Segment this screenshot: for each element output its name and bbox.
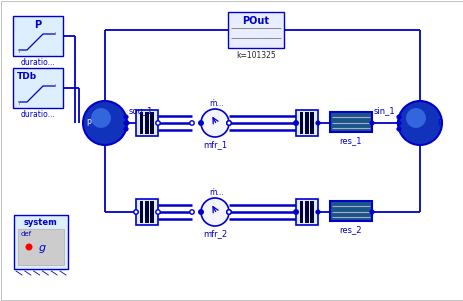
Text: p: p bbox=[436, 116, 441, 126]
Circle shape bbox=[293, 121, 298, 125]
Text: P: P bbox=[34, 20, 42, 30]
Bar bbox=[136, 199, 158, 225]
Circle shape bbox=[396, 115, 400, 119]
Text: ṁ...: ṁ... bbox=[209, 99, 224, 108]
Circle shape bbox=[369, 210, 373, 214]
Bar bbox=[295, 199, 317, 225]
Circle shape bbox=[226, 121, 231, 125]
Circle shape bbox=[226, 121, 231, 125]
Bar bbox=[310, 112, 313, 134]
Ellipse shape bbox=[397, 101, 441, 145]
Text: mfr_1: mfr_1 bbox=[202, 140, 226, 149]
Circle shape bbox=[133, 210, 138, 214]
Circle shape bbox=[369, 121, 373, 125]
Circle shape bbox=[189, 210, 194, 214]
Bar bbox=[140, 201, 143, 223]
Bar bbox=[295, 110, 317, 136]
Bar bbox=[329, 201, 371, 221]
Bar bbox=[145, 112, 149, 134]
Circle shape bbox=[124, 121, 128, 125]
Bar bbox=[150, 112, 154, 134]
Bar bbox=[300, 201, 303, 223]
Circle shape bbox=[293, 210, 298, 214]
Circle shape bbox=[226, 121, 231, 125]
Bar bbox=[305, 201, 308, 223]
Text: POut: POut bbox=[242, 16, 269, 26]
Bar bbox=[145, 201, 149, 223]
Bar bbox=[13, 68, 63, 108]
Bar bbox=[150, 201, 154, 223]
Circle shape bbox=[293, 210, 298, 214]
Circle shape bbox=[198, 210, 203, 214]
Circle shape bbox=[198, 121, 203, 125]
Text: sou_1: sou_1 bbox=[129, 107, 153, 116]
Circle shape bbox=[200, 198, 229, 226]
Circle shape bbox=[226, 210, 231, 214]
Text: TDb: TDb bbox=[17, 72, 37, 81]
Circle shape bbox=[293, 121, 298, 125]
Text: p: p bbox=[86, 116, 91, 126]
Circle shape bbox=[226, 210, 231, 214]
Text: res_2: res_2 bbox=[339, 225, 362, 234]
Circle shape bbox=[396, 127, 400, 131]
Circle shape bbox=[156, 121, 160, 125]
Circle shape bbox=[198, 121, 203, 125]
Text: mfr_2: mfr_2 bbox=[202, 229, 226, 238]
Circle shape bbox=[124, 115, 128, 119]
Text: duratio...: duratio... bbox=[20, 58, 55, 67]
Circle shape bbox=[25, 244, 32, 250]
Bar bbox=[13, 16, 63, 56]
Circle shape bbox=[156, 210, 160, 214]
Text: k=101325: k=101325 bbox=[236, 51, 275, 60]
Circle shape bbox=[226, 210, 231, 214]
Bar bbox=[18, 229, 64, 265]
Text: g: g bbox=[38, 243, 45, 253]
Bar bbox=[300, 112, 303, 134]
Text: sin_1: sin_1 bbox=[373, 107, 395, 116]
Ellipse shape bbox=[405, 108, 425, 128]
Bar bbox=[329, 112, 371, 132]
Text: duratio...: duratio... bbox=[20, 110, 55, 119]
Bar bbox=[136, 110, 158, 136]
Text: def: def bbox=[21, 231, 32, 237]
Text: res_1: res_1 bbox=[339, 136, 362, 145]
Bar bbox=[14, 215, 68, 269]
Circle shape bbox=[396, 121, 400, 125]
Circle shape bbox=[198, 210, 203, 214]
Bar bbox=[310, 201, 313, 223]
Bar bbox=[305, 112, 308, 134]
Bar bbox=[140, 112, 143, 134]
Text: ṁ...: ṁ... bbox=[209, 188, 224, 197]
Circle shape bbox=[200, 109, 229, 137]
Bar bbox=[227, 12, 283, 48]
Ellipse shape bbox=[91, 108, 111, 128]
Circle shape bbox=[315, 121, 319, 125]
Circle shape bbox=[315, 210, 319, 214]
Circle shape bbox=[125, 121, 129, 125]
Ellipse shape bbox=[83, 101, 127, 145]
Circle shape bbox=[189, 121, 194, 125]
Text: system: system bbox=[24, 218, 58, 227]
Circle shape bbox=[124, 127, 128, 131]
Circle shape bbox=[133, 210, 138, 214]
